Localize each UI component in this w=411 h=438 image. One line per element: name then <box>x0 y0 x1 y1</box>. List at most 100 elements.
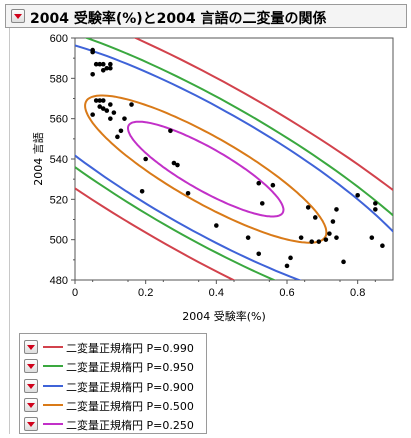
data-point <box>256 180 262 186</box>
data-point <box>245 235 251 240</box>
legend-label: 二変量正規楕円 P=0.990 <box>66 342 194 355</box>
point-layer <box>90 47 385 269</box>
data-point <box>108 65 113 71</box>
data-point <box>104 65 110 71</box>
data-point <box>284 263 290 269</box>
legend-item[interactable]: 二変量正規楕円 P=0.900 <box>22 377 204 395</box>
report-title: 2004 受験率(%)と2004 言語の二変量の関係 <box>30 11 327 27</box>
data-point <box>380 243 385 249</box>
data-point <box>100 61 106 67</box>
x-tick-label: 0.6 <box>279 287 294 299</box>
data-point <box>90 112 95 117</box>
data-point <box>168 128 173 134</box>
x-axis: 0 0.2 0.4 0.6 0.8 <box>72 280 376 299</box>
legend-label: 二変量正規楕円 P=0.500 <box>66 399 194 413</box>
data-point <box>171 160 177 166</box>
x-tick-label: 0.4 <box>209 287 224 299</box>
data-point <box>288 255 293 261</box>
data-point <box>214 223 219 228</box>
ellipse-layer <box>75 38 393 280</box>
red-triangle-menu-icon[interactable] <box>11 9 25 23</box>
y-axis: 480 500 520 540 560 580 600 <box>50 33 75 287</box>
density-ellipse-p0.99 <box>75 38 393 280</box>
data-point <box>312 215 318 220</box>
legend-swatch <box>43 384 63 387</box>
data-point <box>111 110 117 115</box>
legend-swatch <box>43 423 63 426</box>
data-point <box>369 235 375 240</box>
red-triangle-menu-icon[interactable] <box>24 417 38 432</box>
red-triangle-menu-icon[interactable] <box>24 359 38 374</box>
legend: 二変量正規楕円 P=0.990 二変量正規楕円 P=0.950 二変量正規楕円 P=… <box>19 333 207 434</box>
data-point <box>93 61 99 67</box>
data-point <box>334 207 339 212</box>
red-triangle-menu-icon[interactable] <box>24 397 38 412</box>
y-tick-label: 520 <box>50 194 68 206</box>
density-ellipse-p0.25 <box>127 120 285 218</box>
red-triangle-menu-icon[interactable] <box>24 340 38 354</box>
legend-swatch <box>43 346 63 348</box>
y-tick-label: 500 <box>50 235 68 247</box>
data-point <box>104 108 110 113</box>
y-tick-label: 600 <box>50 33 68 45</box>
legend-label: 二変量正規楕円 P=0.950 <box>66 361 194 375</box>
data-point <box>100 106 106 111</box>
data-point <box>175 162 180 168</box>
legend-item[interactable]: 二変量正規楕円 P=0.500 <box>22 396 204 414</box>
density-ellipse-p0.5 <box>84 94 328 244</box>
data-point <box>143 156 148 162</box>
outline-rule <box>9 28 10 434</box>
data-point <box>323 237 329 242</box>
density-ellipse-p0.95 <box>75 38 393 280</box>
data-point <box>139 188 145 194</box>
data-point <box>316 239 322 244</box>
data-point <box>185 190 191 196</box>
data-point <box>100 67 106 73</box>
data-point <box>341 259 346 265</box>
legend-label: 二変量正規楕円 P=0.900 <box>66 380 194 394</box>
legend-swatch <box>43 403 63 406</box>
y-axis-title: 2004 言語 <box>31 132 45 186</box>
data-point <box>129 102 134 107</box>
x-tick-label: 0.2 <box>138 287 153 299</box>
data-point <box>305 205 311 210</box>
data-point <box>108 102 113 107</box>
legend-item[interactable]: 二変量正規楕円 P=0.990 <box>22 338 204 356</box>
report-title-bar: 2004 受験率(%)と2004 言語の二変量の関係 <box>5 4 407 28</box>
data-point <box>97 61 103 67</box>
legend-swatch <box>43 365 63 368</box>
plot-area <box>74 37 394 281</box>
x-axis-title: 2004 受験率(%) <box>182 309 266 323</box>
data-point <box>108 61 113 67</box>
legend-label: 二変量正規楕円 P=0.250 <box>66 419 194 433</box>
data-point <box>256 251 262 257</box>
data-point <box>108 116 113 121</box>
red-triangle-menu-icon[interactable] <box>24 378 38 393</box>
legend-item[interactable]: 二変量正規楕円 P=0.250 <box>22 415 204 433</box>
data-point <box>298 235 304 240</box>
y-tick-label: 540 <box>50 154 68 166</box>
data-point <box>90 72 95 77</box>
data-point <box>97 98 103 103</box>
data-point <box>355 193 360 198</box>
density-ellipse-p0.9 <box>75 44 393 280</box>
data-point <box>373 207 378 212</box>
data-point <box>118 128 124 134</box>
data-point <box>115 134 120 140</box>
data-point <box>270 182 276 188</box>
data-point <box>327 231 332 236</box>
data-point <box>309 239 315 244</box>
data-point <box>90 49 95 55</box>
data-point <box>373 201 378 206</box>
x-tick-label: 0 <box>72 287 78 299</box>
y-tick-label: 560 <box>50 114 68 126</box>
data-point <box>100 98 106 103</box>
data-point <box>330 219 336 224</box>
y-tick-label: 480 <box>50 275 68 287</box>
legend-item[interactable]: 二変量正規楕円 P=0.950 <box>22 357 204 375</box>
data-point <box>334 235 339 240</box>
data-point <box>259 201 265 206</box>
x-tick-label: 0.8 <box>350 287 365 299</box>
